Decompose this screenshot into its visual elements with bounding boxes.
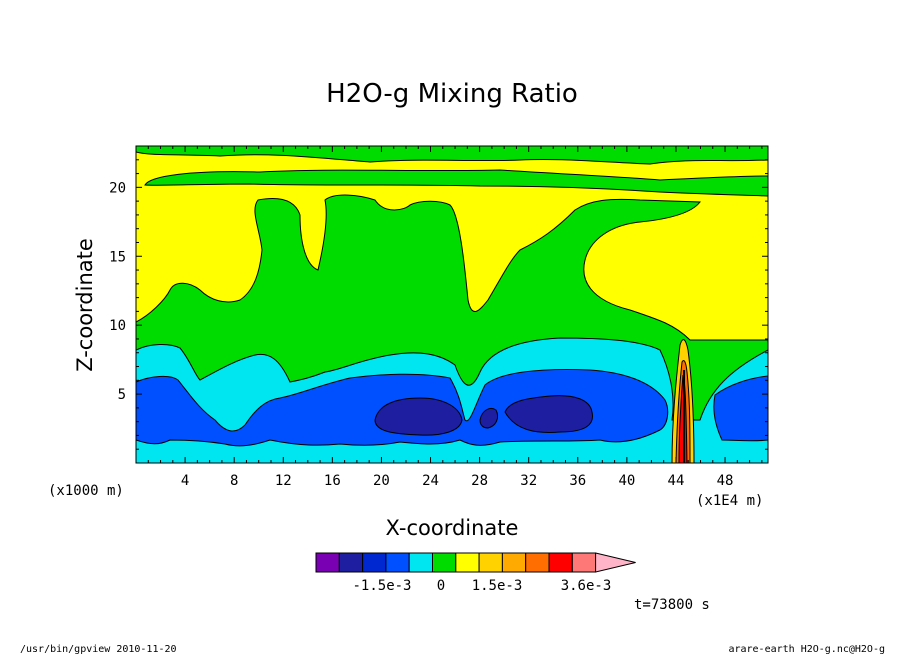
- x-axis: 4 8 12 16 20 24 28 32 36 40 44 48: [147, 146, 763, 489]
- region-blue-right: [713, 375, 768, 442]
- x-tick-label: 16: [324, 473, 341, 489]
- colorbar-box: [338, 552, 364, 573]
- colorbar-box: [455, 552, 480, 573]
- colorbar-label: 0: [437, 578, 445, 594]
- colorbar-label: 3.6e-3: [561, 578, 612, 594]
- colorbar: [315, 552, 636, 573]
- colorbar-box: [362, 552, 387, 573]
- x-tick-label: 44: [668, 473, 685, 489]
- x-tick-label: 8: [230, 473, 238, 489]
- colorbar-label: -1.5e-3: [352, 578, 411, 594]
- region-green-band-20: [144, 169, 768, 197]
- y-tick-label: 10: [109, 318, 126, 334]
- x-tick-label: 28: [471, 473, 488, 489]
- plot-area: [135, 145, 769, 464]
- x-axis-label: X-coordinate: [386, 516, 519, 540]
- x-tick-label: 40: [618, 473, 635, 489]
- colorbar-box: [548, 552, 573, 573]
- y-tick-label: 20: [109, 180, 126, 196]
- colorbar-box: [385, 552, 410, 573]
- y-axis-label: Z-coordinate: [73, 238, 97, 372]
- x-tick-label: 12: [275, 473, 292, 489]
- colorbar-box: [408, 552, 434, 573]
- x-tick-label: 20: [373, 473, 390, 489]
- colorbar-box: [432, 552, 457, 573]
- x-tick-label: 24: [422, 473, 439, 489]
- colorbar-box: [501, 552, 527, 573]
- footer-left: /usr/bin/gpview 2010-11-20: [20, 644, 177, 654]
- footer-right: arare-earth_H2O-g.nc@H2O-g: [728, 644, 885, 654]
- region-darkblue-3: [479, 407, 499, 429]
- colorbar-box: [478, 552, 503, 573]
- colorbar-box: [525, 552, 550, 573]
- y-tick-label: 15: [109, 249, 126, 265]
- region-darkblue-1: [374, 397, 463, 436]
- y-tick-label: 5: [118, 387, 126, 403]
- x-tick-label: 36: [569, 473, 586, 489]
- y-axis: 5 10 15 20: [109, 159, 768, 450]
- x-tick-label: 32: [520, 473, 537, 489]
- colorbar-box: [571, 552, 597, 573]
- x-unit-right: (x1E4 m): [696, 493, 763, 509]
- colorbar-labels: -1.5e-3 0 1.5e-3 3.6e-3: [352, 578, 611, 594]
- region-darkblue-2: [504, 395, 594, 433]
- colorbar-extend-arrow: [595, 552, 636, 573]
- chart-title: H2O-g Mixing Ratio: [326, 79, 578, 109]
- plot-frame: [135, 145, 769, 464]
- time-label: t=73800 s: [634, 597, 710, 613]
- x-tick-label: 48: [717, 473, 734, 489]
- colorbar-label: 1.5e-3: [472, 578, 523, 594]
- region-green-top: [136, 146, 768, 165]
- colorbar-box: [315, 552, 340, 573]
- x-tick-label: 4: [181, 473, 189, 489]
- x-unit-left: (x1000 m): [48, 483, 124, 499]
